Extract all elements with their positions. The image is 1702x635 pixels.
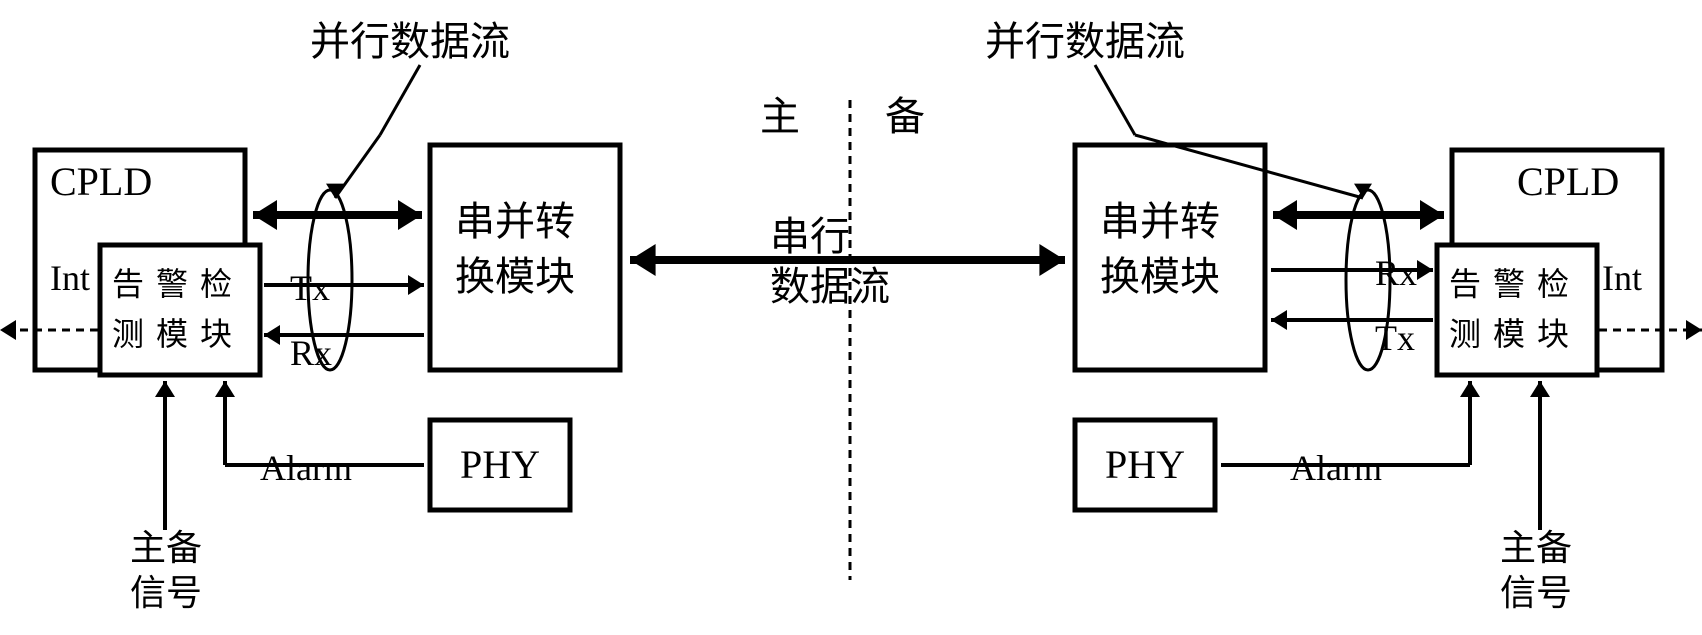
svg-text:主: 主: [760, 94, 800, 139]
svg-text:数据流: 数据流: [770, 264, 890, 309]
svg-text:主备: 主备: [1500, 528, 1572, 568]
svg-text:Alarm: Alarm: [1290, 448, 1382, 488]
svg-text:PHY: PHY: [1105, 442, 1185, 487]
svg-text:Int: Int: [1602, 258, 1642, 298]
svg-text:备: 备: [885, 94, 925, 139]
svg-text:换模块: 换模块: [455, 254, 575, 299]
svg-text:CPLD: CPLD: [1517, 159, 1619, 204]
svg-text:串并转: 串并转: [1100, 199, 1220, 244]
svg-text:测 模 块: 测 模 块: [1449, 316, 1571, 352]
svg-text:告 警 检: 告 警 检: [1449, 266, 1571, 302]
svg-text:并行数据流: 并行数据流: [985, 19, 1185, 64]
svg-text:主备: 主备: [130, 528, 202, 568]
svg-text:PHY: PHY: [460, 442, 540, 487]
block-diagram: 主备串行数据流CPLD告 警 检测 模 块串并转换模块PHY并行数据流TxRxI…: [0, 0, 1702, 635]
svg-text:测 模 块: 测 模 块: [112, 316, 234, 352]
svg-text:并行数据流: 并行数据流: [310, 19, 510, 64]
svg-text:Rx: Rx: [1375, 253, 1417, 293]
svg-text:信号: 信号: [130, 573, 202, 613]
svg-text:告 警 检: 告 警 检: [112, 266, 234, 302]
svg-text:Alarm: Alarm: [260, 448, 352, 488]
svg-text:CPLD: CPLD: [50, 159, 152, 204]
svg-text:信号: 信号: [1500, 573, 1572, 613]
svg-text:Int: Int: [50, 258, 90, 298]
svg-text:换模块: 换模块: [1100, 254, 1220, 299]
svg-text:串行: 串行: [770, 214, 850, 259]
svg-text:串并转: 串并转: [455, 199, 575, 244]
